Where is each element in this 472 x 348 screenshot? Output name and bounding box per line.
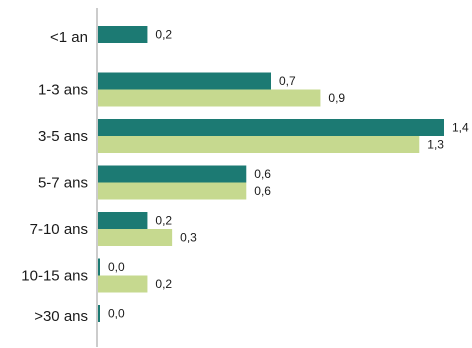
data-label: 0,2: [155, 214, 172, 228]
bar: [98, 305, 100, 322]
bar: [98, 165, 247, 183]
bar: [98, 182, 247, 200]
data-label: 0,0: [108, 260, 125, 274]
bar: [98, 258, 100, 276]
data-label: 0,2: [155, 277, 172, 291]
data-label: 0,6: [254, 167, 271, 181]
data-label: 0,7: [279, 74, 296, 88]
bar: [98, 89, 321, 107]
category-label: >30 ans: [34, 308, 88, 325]
bar: [98, 275, 148, 293]
data-label: 0,0: [108, 307, 125, 321]
data-label: 0,3: [180, 231, 197, 245]
category-label: 10-15 ans: [21, 268, 88, 285]
data-label: 1,4: [452, 121, 469, 135]
bar: [98, 136, 420, 153]
category-label: 5-7 ans: [38, 175, 88, 192]
data-label: 0,9: [328, 91, 345, 105]
category-label: <1 an: [50, 29, 88, 46]
category-label: 7-10 ans: [30, 221, 88, 238]
bar: [98, 72, 271, 90]
data-label: 0,6: [254, 184, 271, 198]
bar: [98, 229, 173, 246]
data-label: 0,2: [155, 28, 172, 42]
data-label: 1,3: [427, 138, 444, 152]
bar: [98, 119, 444, 136]
bar: [98, 212, 148, 229]
category-label: 3-5 ans: [38, 128, 88, 145]
bar: [98, 26, 148, 43]
category-label: 1-3 ans: [38, 82, 88, 99]
